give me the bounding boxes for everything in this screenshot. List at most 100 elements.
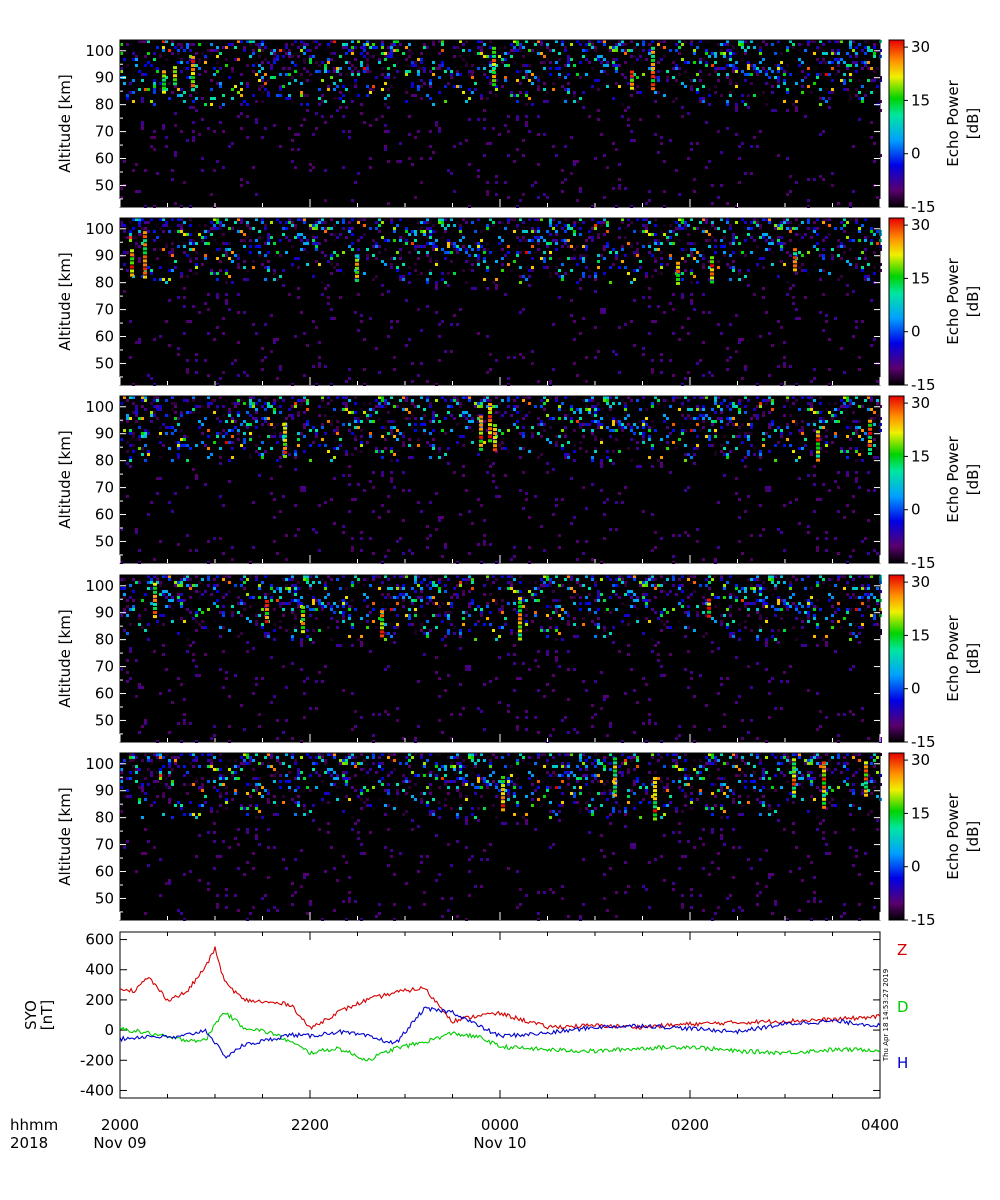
- y-tick-label: 80: [95, 274, 114, 292]
- colorbar-unit: [dB]: [964, 286, 982, 318]
- colorbar-tick-label: -15: [911, 376, 936, 394]
- colorbar-unit: [dB]: [964, 821, 982, 853]
- y-tick-label: 80: [95, 452, 114, 470]
- y-tick-label: 50: [95, 711, 114, 729]
- y-tick-label: 80: [95, 809, 114, 827]
- y-axis-label: Altitude [km]: [56, 430, 74, 528]
- colorbar-tick-label: 0: [911, 858, 921, 876]
- y-tick-label: 60: [95, 506, 114, 524]
- y-axis-label: Altitude [km]: [56, 787, 74, 885]
- colorbar-tick-label: 15: [911, 269, 930, 287]
- colorbar-unit: [dB]: [964, 464, 982, 496]
- echo-panel-5: 100 90 80 70 60 50 Altitude [km] 30 15 0 -15 Echo P…: [56, 751, 982, 929]
- colorbar: [888, 574, 905, 743]
- colorbar-tick-label: 0: [911, 323, 921, 341]
- heatmap-background: [120, 218, 880, 385]
- y-tick-label: -400: [80, 1081, 114, 1099]
- y-tick-label: 70: [95, 123, 114, 141]
- colorbar-label: Echo Power: [944, 435, 962, 522]
- x-date-label: Nov 09: [93, 1134, 146, 1152]
- colorbar-tick-label: 30: [911, 394, 930, 412]
- echo-panel-3: 100 90 80 70 60 50 Altitude [km] 30 15 0 -15 Echo P…: [56, 394, 982, 572]
- colorbar-tick-label: -15: [911, 733, 936, 751]
- colorbar-tick-label: 15: [911, 91, 930, 109]
- y-tick-label: 90: [95, 69, 114, 87]
- colorbar-tick-label: 15: [911, 626, 930, 644]
- y-tick-label: 70: [95, 479, 114, 497]
- legend-label-D: D: [897, 998, 909, 1016]
- y-tick-label: 60: [95, 863, 114, 881]
- y-tick-label: 100: [85, 398, 114, 416]
- x-tick-label: 2000: [101, 1116, 139, 1134]
- y-axis-label: Altitude [km]: [56, 74, 74, 172]
- x-tick-label: 0400: [861, 1116, 899, 1134]
- colorbar-label: Echo Power: [944, 257, 962, 344]
- x-tick-label: 2200: [291, 1116, 329, 1134]
- echo-panel-2: 100 90 80 70 60 50 Altitude [km] 30 15 0 -15 Echo P…: [56, 216, 982, 394]
- y-axis-label: Altitude [km]: [56, 609, 74, 707]
- x-axis-row-label: hhmm: [10, 1116, 58, 1134]
- colorbar: [888, 39, 905, 208]
- y-tick-label: 90: [95, 782, 114, 800]
- colorbar: [888, 752, 905, 921]
- y-tick-label: 50: [95, 354, 114, 372]
- colorbar: [888, 395, 905, 564]
- y-tick-label: 80: [95, 631, 114, 649]
- colorbar-tick-label: 15: [911, 447, 930, 465]
- colorbar-tick-label: 0: [911, 501, 921, 519]
- y-tick-label: 70: [95, 658, 114, 676]
- x-axis-year-label: 2018: [10, 1134, 48, 1152]
- y-tick-label: 90: [95, 425, 114, 443]
- y-axis-label: SYO: [22, 1000, 40, 1030]
- colorbar-tick-label: 30: [911, 751, 930, 769]
- y-tick-label: 60: [95, 150, 114, 168]
- x-date-label: Nov 10: [473, 1134, 526, 1152]
- y-tick-label: 70: [95, 301, 114, 319]
- series-line-Z: [119, 946, 881, 1030]
- colorbar-tick-label: -15: [911, 554, 936, 572]
- colorbar-tick-label: 0: [911, 680, 921, 698]
- x-tick-label: 0200: [671, 1116, 709, 1134]
- colorbar-tick-label: 0: [911, 145, 921, 163]
- colorbar-tick-label: 15: [911, 804, 930, 822]
- legend-label-H: H: [897, 1054, 908, 1072]
- colorbar-unit: [dB]: [964, 108, 982, 140]
- y-tick-label: 100: [85, 755, 114, 773]
- timestamp: Thu Apr 18 14:53:27 2019: [882, 969, 890, 1062]
- y-tick-label: 60: [95, 328, 114, 346]
- y-tick-label: 100: [85, 577, 114, 595]
- colorbar-tick-label: 30: [911, 573, 930, 591]
- colorbar-unit: [dB]: [964, 643, 982, 675]
- y-tick-label: 90: [95, 247, 114, 265]
- y-tick-label: 100: [85, 220, 114, 238]
- magnetometer-panel: 600 400 200 0 -200 -400 Z D H SYO[nT] Thu Apr 18 1…: [22, 931, 909, 1100]
- y-axis-label: Altitude [km]: [56, 252, 74, 350]
- y-tick-label: 70: [95, 836, 114, 854]
- heatmap-background: [120, 40, 880, 207]
- y-tick-label: 200: [85, 991, 114, 1009]
- y-tick-label: 100: [85, 42, 114, 60]
- y-tick-label: 50: [95, 532, 114, 550]
- y-tick-label: 80: [95, 96, 114, 114]
- y-tick-label: 60: [95, 685, 114, 703]
- colorbar-tick-label: -15: [911, 198, 936, 216]
- echo-panel-4: 100 90 80 70 60 50 Altitude [km] 30 15 0 -15 Echo P…: [56, 573, 982, 751]
- x-tick-label: 0000: [481, 1116, 519, 1134]
- colorbar-tick-label: 30: [911, 216, 930, 234]
- series-line-H: [119, 1006, 881, 1059]
- y-tick-label: 90: [95, 604, 114, 622]
- y-tick-label: 50: [95, 176, 114, 194]
- y-tick-label: 50: [95, 889, 114, 907]
- y-tick-label: -200: [80, 1051, 114, 1069]
- series-line-D: [119, 1012, 881, 1062]
- y-tick-label: 600: [85, 931, 114, 949]
- echo-panel-1: 100 90 80 70 60 50 Altitude [km] 30 15 0 -15 Echo P…: [56, 38, 982, 216]
- y-tick-label: 0: [104, 1021, 114, 1039]
- colorbar-label: Echo Power: [944, 792, 962, 879]
- colorbar-tick-label: 30: [911, 38, 930, 56]
- legend-label-Z: Z: [897, 941, 907, 959]
- colorbar: [888, 217, 905, 386]
- y-axis-unit: [nT]: [38, 1000, 56, 1030]
